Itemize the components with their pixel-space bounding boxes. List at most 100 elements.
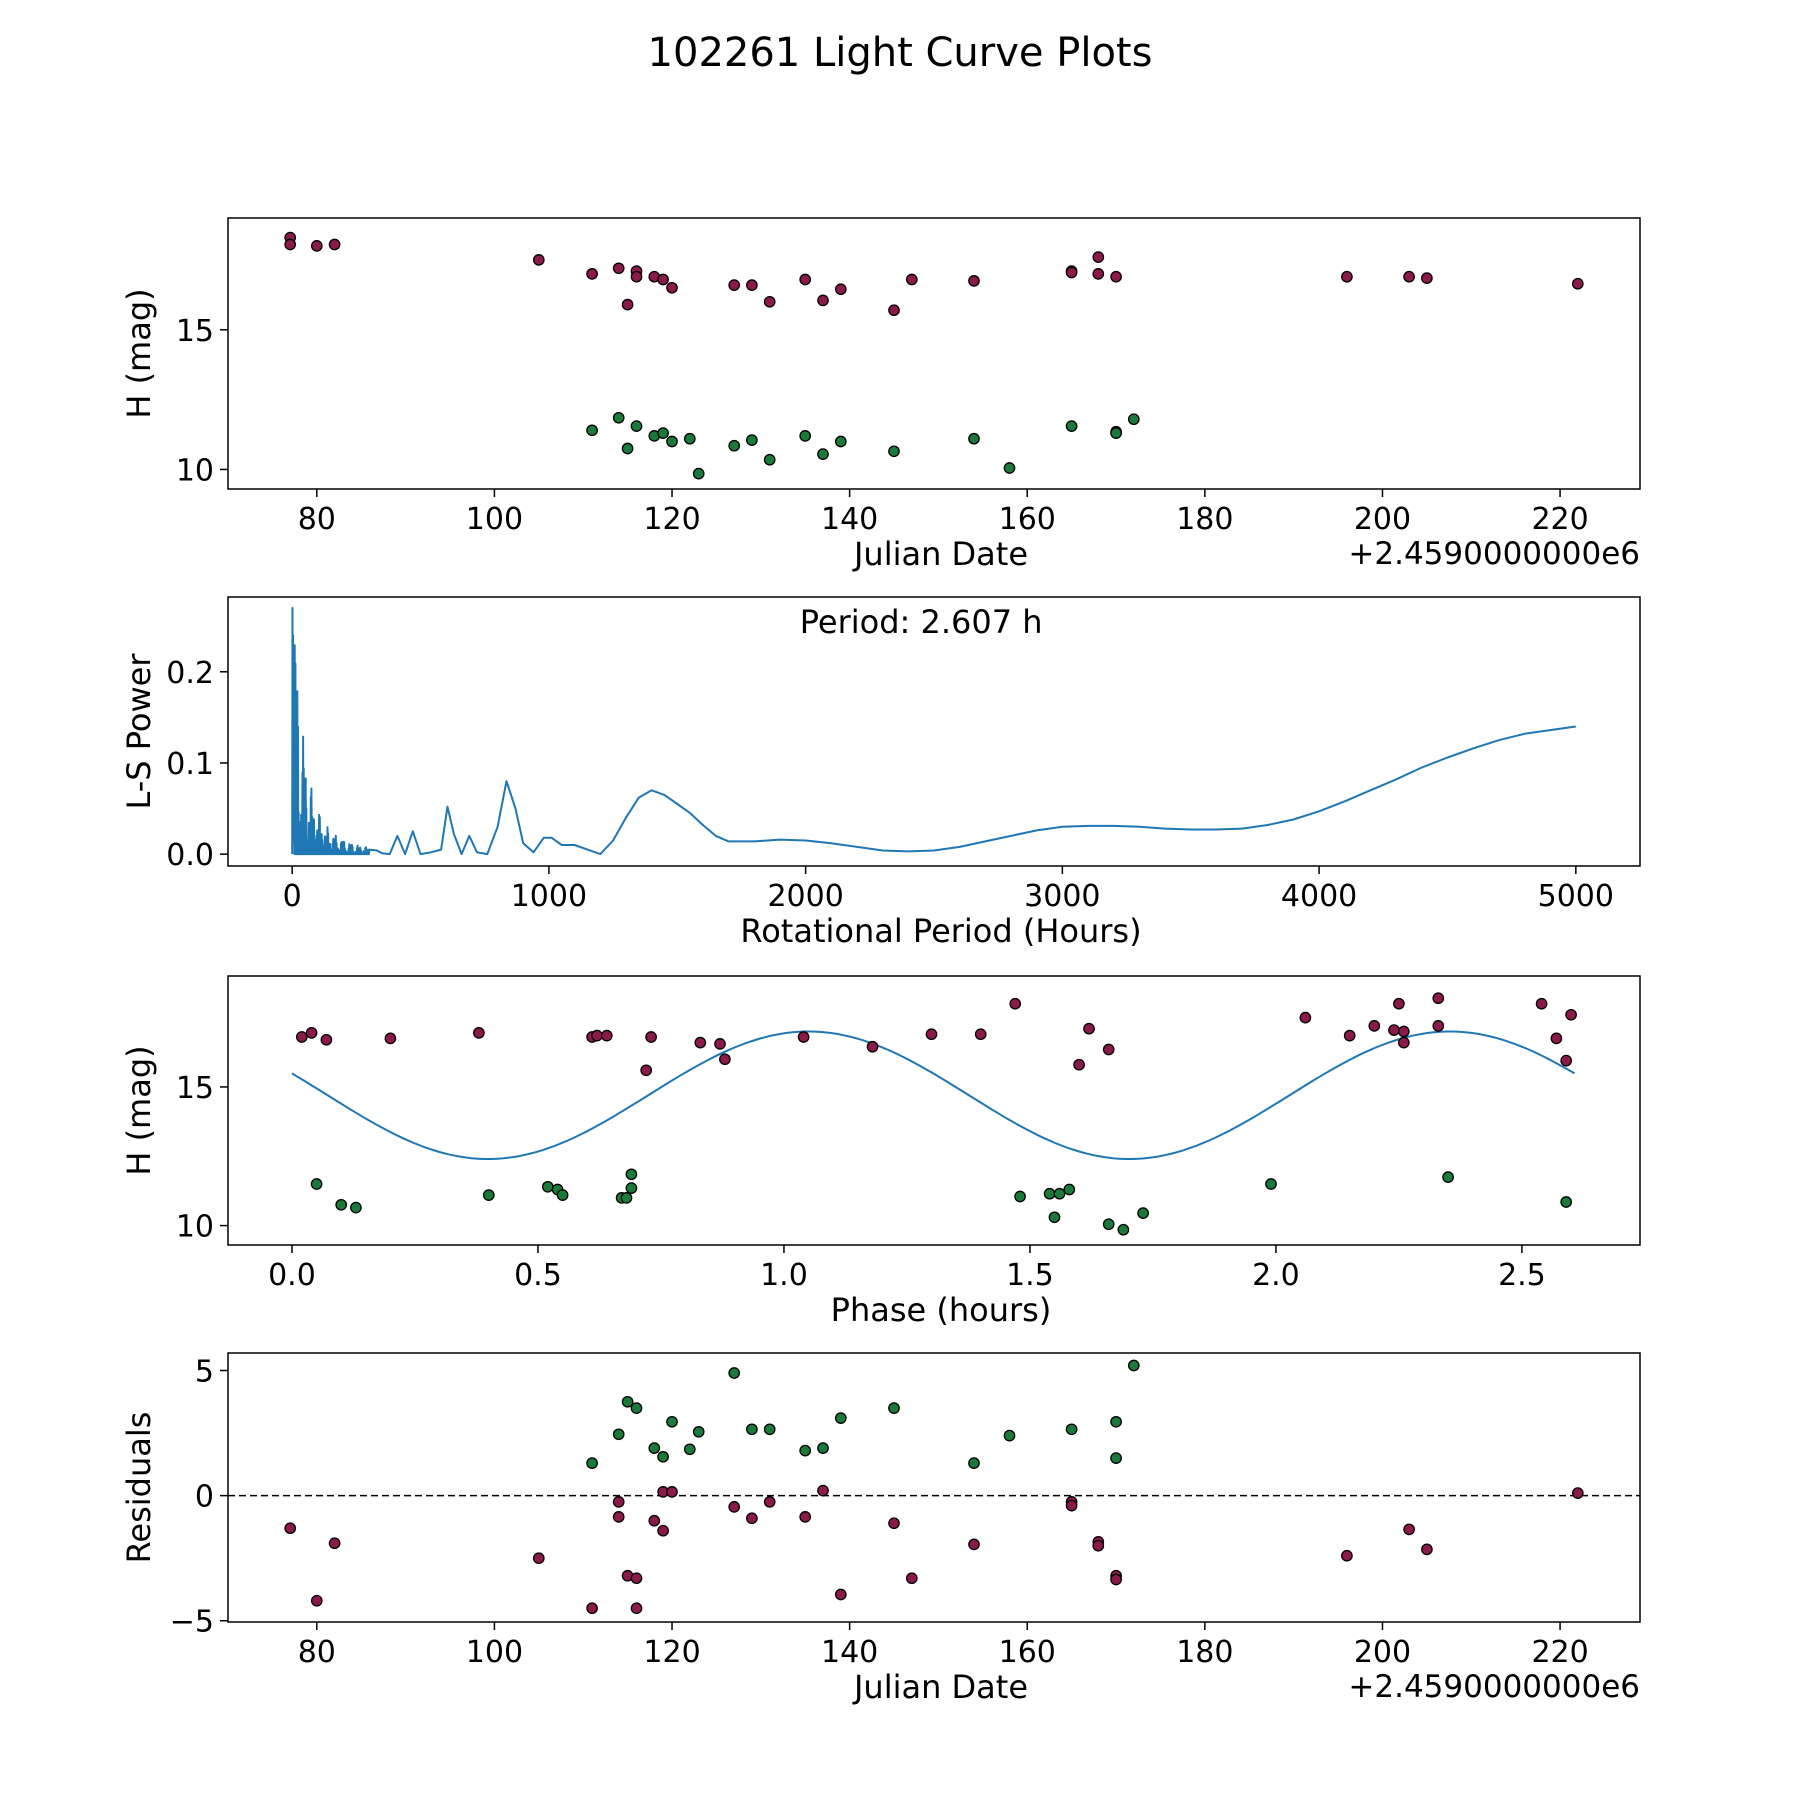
x-tick-label: 100	[466, 502, 523, 537]
red-data-point	[1102, 1043, 1115, 1056]
green-data-point	[834, 435, 847, 448]
red-data-point	[799, 1511, 812, 1523]
red-data-point	[284, 238, 297, 251]
x-tick-label: 220	[1531, 502, 1588, 537]
green-data-point	[1265, 1178, 1277, 1190]
red-data-point	[719, 1053, 731, 1066]
red-data-point	[1110, 270, 1122, 283]
red-data-point	[1299, 1011, 1312, 1024]
red-data-point	[630, 1602, 643, 1615]
x-tick-label: 0	[283, 879, 302, 914]
red-data-point	[728, 1501, 741, 1513]
red-data-point	[1550, 1032, 1563, 1045]
green-data-point	[1127, 413, 1140, 426]
red-data-point	[1571, 1487, 1584, 1499]
green-data-point	[630, 1402, 643, 1414]
green-data-point	[620, 1192, 633, 1204]
red-data-point	[1092, 251, 1105, 263]
x-tick-label: 5000	[1538, 879, 1614, 914]
red-data-point	[591, 1029, 603, 1042]
green-data-point	[625, 1168, 638, 1181]
red-data-point	[621, 298, 634, 311]
red-data-point	[817, 1484, 829, 1497]
red-data-point	[1341, 1549, 1353, 1562]
green-data-point	[683, 432, 696, 445]
red-data-point	[866, 1040, 879, 1053]
red-data-point	[1535, 997, 1548, 1010]
x-tick-label: 100	[466, 1635, 523, 1670]
y-tick-label: 15	[176, 1071, 214, 1106]
red-data-point	[1432, 1020, 1445, 1032]
green-data-point	[683, 1443, 696, 1456]
axes-frame	[227, 975, 1641, 1246]
red-data-point	[1388, 1024, 1400, 1036]
red-data-point	[797, 1031, 810, 1043]
green-data-point	[657, 1450, 669, 1463]
green-data-point	[746, 434, 758, 446]
panel-phased: 0.0 0.5 1.0 1.5 2.0 2.5 10 15 Phase (hours) H (ma…	[120, 975, 1641, 1329]
plot-area	[284, 231, 1584, 480]
green-data-point	[728, 1367, 741, 1379]
x-tick-label: 200	[1354, 1635, 1411, 1670]
green-data-point	[1003, 462, 1016, 474]
y-axis-label: H (mag)	[120, 1045, 158, 1175]
y-tick-label: −5	[170, 1605, 214, 1640]
x-tick-label: 2.5	[1498, 1258, 1546, 1293]
x-axis-label: Rotational Period (Hours)	[740, 912, 1141, 950]
red-data-point	[799, 273, 812, 286]
x-axis-label: Phase (hours)	[831, 1291, 1052, 1329]
red-data-point	[1403, 270, 1415, 283]
red-data-point	[532, 1552, 545, 1565]
red-data-point	[328, 238, 341, 251]
red-data-point	[384, 1032, 397, 1045]
green-data-point	[612, 1428, 625, 1441]
green-data-point	[1137, 1207, 1149, 1219]
red-data-point	[328, 1537, 341, 1550]
green-data-point	[625, 1182, 638, 1194]
green-data-point	[1043, 1187, 1056, 1200]
red-data-point	[1110, 1573, 1122, 1586]
periodogram-line	[291, 606, 1576, 856]
x-tick-label: 0.0	[268, 1258, 316, 1293]
green-data-point	[692, 1425, 705, 1438]
model-fit-curve	[291, 1030, 1576, 1160]
x-tick-label: 4000	[1281, 879, 1357, 914]
x-tick-label: 200	[1354, 502, 1411, 537]
green-data-point	[335, 1198, 348, 1211]
red-data-point	[1343, 1029, 1356, 1042]
y-tick-label: 10	[176, 453, 214, 488]
x-tick-label: 2.0	[1252, 1258, 1300, 1293]
red-data-point	[648, 1514, 661, 1527]
red-data-point	[657, 273, 669, 286]
panel-periodogram: 0 1000 2000 3000 4000 5000 0.0 0.1 0.2 Rotational…	[120, 596, 1641, 950]
green-data-point	[1065, 420, 1078, 432]
green-data-point	[586, 424, 598, 437]
red-data-point	[888, 304, 900, 317]
red-data-point	[1421, 1543, 1433, 1556]
red-data-point	[968, 1538, 980, 1551]
red-data-point	[612, 1511, 625, 1523]
y-tick-label: 5	[195, 1355, 214, 1390]
red-data-point	[763, 295, 776, 308]
green-data-point	[817, 448, 829, 460]
axes-frame	[227, 596, 1641, 867]
x-tick-label: 160	[999, 502, 1056, 537]
red-data-point	[1565, 1008, 1577, 1021]
green-data-point	[1560, 1196, 1573, 1208]
red-data-point	[600, 1029, 613, 1042]
x-tick-label: 1000	[511, 879, 587, 914]
green-data-point	[834, 1412, 847, 1424]
green-data-point	[586, 1457, 598, 1469]
green-data-point	[621, 1395, 634, 1408]
y-axis-label: Residuals	[120, 1412, 158, 1564]
green-data-point	[1110, 1452, 1122, 1464]
red-data-point	[320, 1033, 333, 1046]
green-data-point	[541, 1180, 554, 1193]
figure-title: 102261 Light Curve Plots	[648, 30, 1153, 76]
red-data-point	[1092, 268, 1105, 280]
x-tick-label: 220	[1531, 1635, 1588, 1670]
red-data-point	[714, 1038, 726, 1050]
